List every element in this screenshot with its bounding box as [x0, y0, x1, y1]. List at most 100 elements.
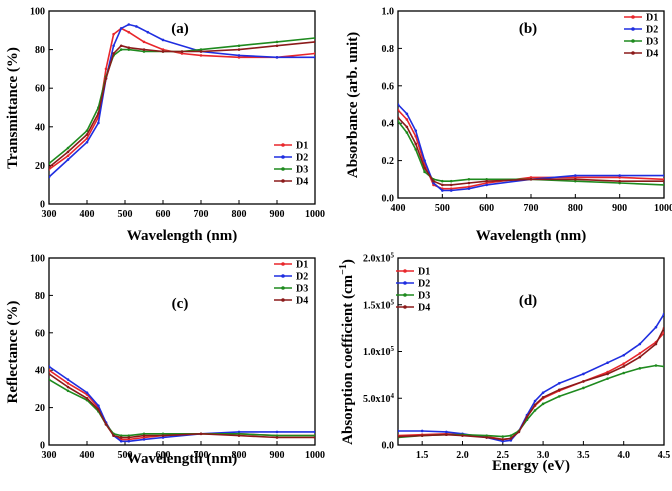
legend-label-d4: D4 — [418, 303, 430, 314]
x-tick-label: 700 — [524, 203, 539, 214]
data-point — [313, 52, 315, 55]
data-point — [127, 439, 131, 443]
y-tick-label: 20 — [35, 161, 45, 172]
data-point — [180, 50, 184, 53]
data-point — [161, 434, 165, 437]
x-tick-label: 900 — [270, 450, 285, 461]
legend-label-d2: D2 — [646, 25, 658, 36]
legend-label-d2: D2 — [296, 153, 308, 164]
data-point — [414, 129, 418, 132]
data-point — [467, 178, 471, 181]
y-tick-label: 100 — [30, 7, 45, 18]
data-point — [85, 137, 89, 140]
legend-label-d4: D4 — [296, 296, 308, 307]
data-point — [161, 48, 165, 51]
x-tick-label: 1000 — [654, 203, 672, 214]
data-point — [517, 430, 521, 434]
x-tick-label: 1000 — [305, 450, 325, 461]
data-point — [485, 183, 488, 187]
data-point — [445, 430, 448, 434]
data-point — [199, 50, 203, 53]
data-point — [142, 432, 146, 436]
data-point — [398, 435, 400, 438]
x-axis-label: Wavelength (nm) — [127, 228, 237, 244]
data-point — [199, 432, 203, 436]
data-point — [557, 395, 561, 398]
data-point — [420, 434, 424, 437]
data-point — [85, 129, 89, 132]
x-tick-label: 2.5 — [497, 450, 510, 461]
data-point — [574, 176, 577, 179]
data-point — [541, 396, 545, 399]
data-point — [423, 159, 426, 162]
data-point — [104, 423, 108, 426]
data-point — [622, 362, 625, 365]
series-line-d1 — [398, 332, 664, 441]
data-point — [501, 438, 505, 441]
data-point — [662, 183, 664, 187]
data-point — [180, 52, 184, 55]
data-point — [467, 181, 471, 185]
data-point — [119, 436, 123, 439]
legend-marker — [631, 51, 635, 55]
data-point — [237, 430, 241, 434]
data-point — [398, 103, 400, 106]
data-point — [49, 365, 51, 368]
data-point — [199, 54, 203, 57]
data-point — [638, 342, 642, 346]
data-point — [127, 434, 131, 437]
data-point — [485, 434, 488, 437]
data-point — [509, 437, 513, 440]
data-point — [275, 56, 279, 59]
data-point — [66, 389, 70, 393]
data-point — [313, 56, 315, 59]
series-group — [398, 103, 664, 192]
data-point — [66, 381, 70, 385]
plot-frame — [48, 10, 316, 205]
data-point — [405, 112, 409, 116]
data-point — [618, 181, 621, 185]
data-point — [275, 40, 279, 44]
legend-label-d1: D1 — [296, 260, 308, 271]
panel-d: 1.5 2.0 2.5 3.0 3.5 4.0 4.5 0.0 5.0x104 1.0x105 1.… — [338, 252, 670, 475]
y-tick-label: 80 — [35, 291, 45, 302]
data-point — [66, 154, 70, 158]
legend-label-d1: D1 — [418, 267, 430, 278]
data-point — [127, 30, 131, 34]
data-point — [533, 409, 537, 412]
y-tick-label: 20 — [35, 403, 45, 414]
series-group — [49, 365, 315, 443]
data-point — [398, 120, 400, 123]
legend-marker — [281, 298, 285, 302]
x-tick-label: 1.5 — [416, 450, 429, 461]
plot-frame — [48, 257, 316, 446]
panel-label: (b) — [519, 21, 537, 37]
data-point — [85, 133, 89, 136]
legend-marker — [631, 39, 635, 43]
data-point — [398, 108, 400, 112]
series-line-d2 — [49, 23, 315, 178]
data-point — [49, 162, 51, 165]
series-line-d1 — [49, 369, 315, 441]
legend-label-d3: D3 — [646, 37, 658, 48]
data-point — [275, 44, 279, 48]
data-point — [66, 378, 70, 381]
legend-marker — [403, 269, 407, 273]
data-point — [405, 118, 409, 121]
data-point — [638, 367, 642, 370]
legend-label-d4: D4 — [646, 49, 658, 60]
y-tick-label: 60 — [35, 84, 45, 95]
data-point — [112, 32, 115, 36]
x-axis-label: Wavelength (nm) — [127, 451, 237, 467]
x-tick-label: 3.0 — [537, 450, 550, 461]
data-point — [49, 372, 51, 376]
data-point — [237, 432, 241, 436]
y-tick-exponent: 5 — [391, 298, 395, 306]
x-tick-label: 900 — [612, 203, 627, 214]
data-point — [49, 378, 51, 381]
data-point — [237, 434, 241, 437]
x-tick-label: 500 — [118, 209, 133, 220]
data-point — [127, 436, 131, 439]
data-point — [654, 364, 658, 367]
